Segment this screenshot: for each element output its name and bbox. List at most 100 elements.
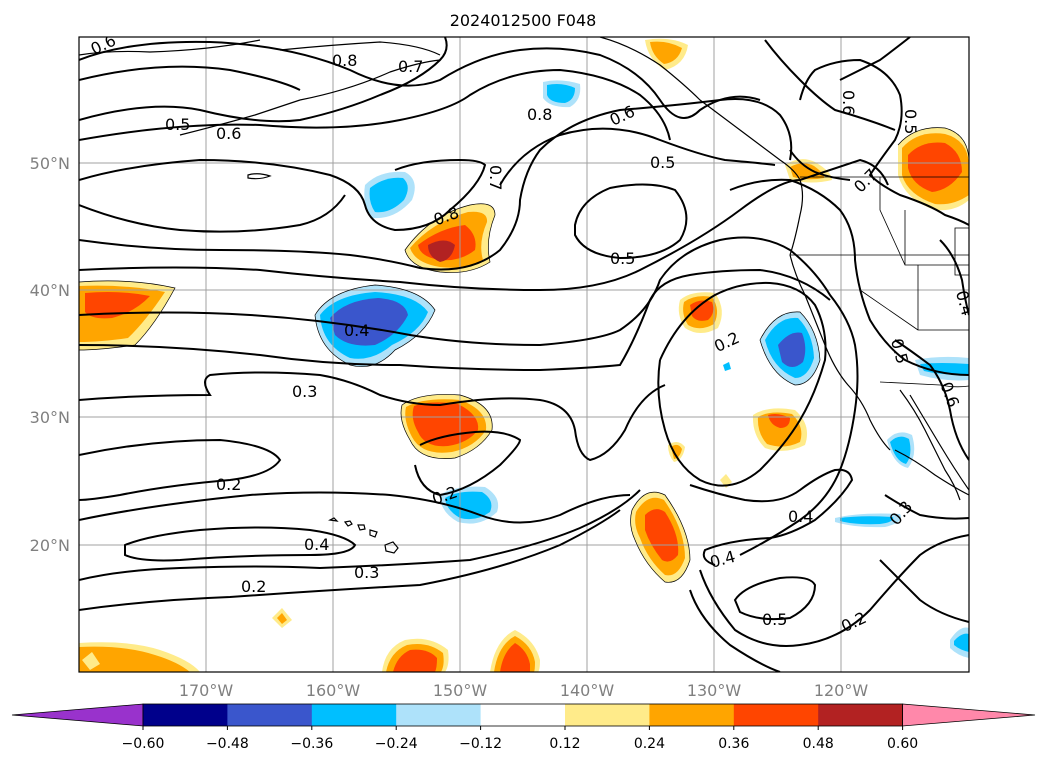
contour-label: 0.3 [354, 563, 379, 582]
contour-line [733, 576, 817, 621]
lon-label: 140°W [560, 681, 615, 700]
positive-anomaly-shade [393, 649, 437, 672]
contour-line [699, 534, 969, 647]
negative-anomaly-shade [369, 177, 408, 213]
contour-label: 0.3 [292, 382, 317, 401]
coastline [79, 39, 441, 136]
coastlines [79, 37, 969, 554]
positive-anomaly-shade [671, 444, 682, 459]
map-frame [78, 36, 970, 673]
lat-label: 30°N [30, 408, 70, 427]
shade-outlines [79, 127, 969, 583]
shade-outline [759, 311, 821, 386]
contour-line [414, 430, 522, 497]
colorbar-segment [565, 704, 650, 726]
contour-line [79, 68, 671, 141]
colorbar-tick-label: −0.48 [206, 736, 249, 752]
colorbar-tick-label: 0.12 [549, 736, 580, 752]
colorbar-tick-label: 0.48 [803, 736, 834, 752]
contour-line [657, 281, 827, 487]
contour-line [79, 491, 631, 524]
contour-line [884, 494, 969, 520]
contour-line [729, 178, 969, 376]
contour-label: 0.6 [839, 90, 858, 115]
shade-outline [400, 394, 493, 459]
positive-anomaly-shade [908, 142, 962, 192]
contour-line [79, 509, 621, 611]
coastline [899, 389, 969, 501]
map-panel: 0.6 0.8 0.7 0.5 0.6 0.8 0.6 0.5 0.6 0.5 … [78, 36, 970, 673]
positive-anomaly-shade [412, 402, 479, 447]
contour-line [939, 239, 969, 316]
contour-label: 0.7 [398, 57, 423, 76]
negative-anomaly-shade [723, 362, 731, 371]
contour-line [894, 339, 969, 461]
negative-anomaly-shade [954, 633, 969, 652]
colorbar-tick-label: −0.60 [122, 736, 165, 752]
lat-label: 50°N [30, 154, 70, 173]
colorbar: −0.60 −0.48 −0.36 −0.24 −0.12 0.12 0.24 0.36 0.4… [11, 703, 1036, 752]
contour-line [789, 149, 851, 181]
contour-label: 0.8 [527, 105, 552, 124]
negative-anomaly-shade [445, 491, 492, 520]
contour-line [79, 65, 301, 91]
contour-label: 0.5 [762, 610, 787, 629]
shade-outline [79, 280, 176, 351]
contour-line [574, 183, 688, 260]
shade-outline [897, 127, 969, 165]
map-background [79, 37, 969, 672]
colorbar-segment [649, 704, 735, 726]
lon-label: 150°W [433, 681, 488, 700]
contour-line [799, 58, 969, 226]
colorbar-segment [480, 704, 566, 726]
shade-outline [630, 491, 691, 583]
contour-label: 0.5 [610, 249, 635, 268]
contour-label: 0.7 [486, 165, 505, 190]
coastline [789, 254, 969, 496]
lat-label: 40°N [30, 281, 70, 300]
colorbar-segment [143, 704, 228, 726]
longitude-labels: 170°W 160°W 150°W 140°W 130°W 120°W [179, 681, 869, 700]
contour-line [79, 268, 831, 372]
contour-line [764, 39, 896, 131]
shaded-anomalies [79, 38, 969, 672]
contour-label: 0.8 [332, 51, 357, 70]
positive-anomaly-shade [85, 292, 150, 319]
positive-anomaly-shade [645, 509, 679, 562]
contour-line [79, 438, 282, 501]
lat-label: 20°N [30, 536, 70, 555]
negative-anomaly-shade [778, 332, 806, 367]
hawaii-islands [328, 517, 399, 554]
negative-anomaly-shade [890, 436, 911, 464]
negative-anomaly-shade [547, 84, 575, 103]
positive-anomaly-shade [650, 41, 682, 64]
contour-line [79, 371, 666, 462]
contour-line [79, 40, 761, 119]
contour-line [79, 158, 889, 292]
contour-line [879, 559, 969, 623]
contour-line [79, 236, 859, 556]
colorbar-segment [733, 704, 819, 726]
contour-label: 0.4 [344, 321, 369, 340]
colorbar-segment [311, 704, 397, 726]
contour-line [79, 489, 641, 581]
state-border [879, 177, 969, 266]
positive-anomaly-shade [82, 652, 100, 670]
contour-line [689, 468, 854, 566]
contour-label: 0.2 [241, 577, 266, 596]
contour-label: 0.5 [165, 115, 190, 134]
contour-label: 0.5 [650, 153, 675, 172]
state-border [790, 254, 969, 331]
contour-label: 0.2 [216, 475, 241, 494]
positive-anomaly-shade [690, 300, 714, 321]
contour-line [689, 589, 781, 672]
contour-line [79, 37, 448, 123]
coastline [599, 37, 804, 256]
colorbar-outline [142, 703, 903, 727]
colorbar-tick-label: −0.12 [459, 736, 502, 752]
positive-anomaly-shade [757, 412, 802, 447]
colorbar-tick-label: −0.36 [290, 736, 333, 752]
negative-anomaly-shade [330, 298, 408, 346]
positive-anomaly-shade [79, 646, 190, 672]
